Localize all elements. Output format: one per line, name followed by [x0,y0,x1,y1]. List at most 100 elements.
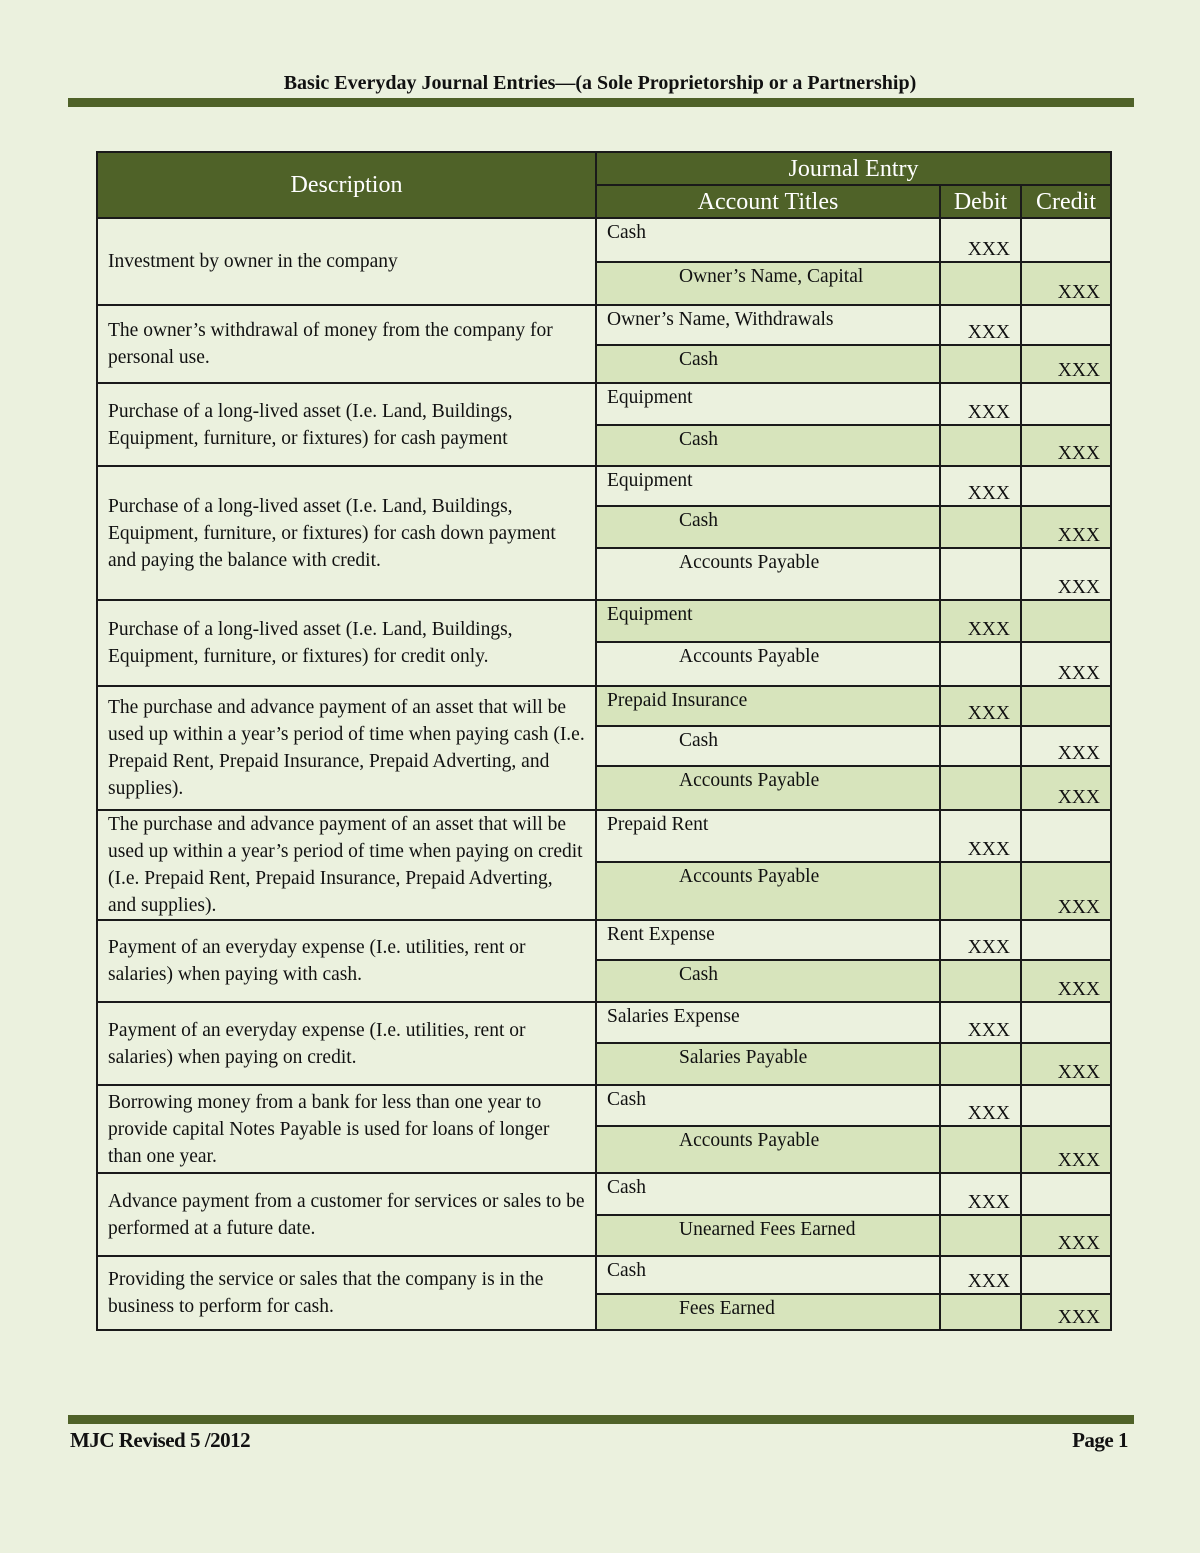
footer-divider [68,1415,1134,1424]
table-row: The owner’s withdrawal of money from the… [96,304,1112,384]
account-title: Prepaid Insurance [595,685,941,727]
debit-amount [939,861,1022,921]
debit-amount: XXX [939,919,1022,961]
credit-amount [1020,1255,1112,1295]
credit-amount: XXX [1020,765,1112,811]
table-row: Accounts Payable XXX [97,861,1112,921]
account-title: Cash [595,1172,941,1216]
debit-amount [939,1042,1022,1086]
credit-amount [1020,599,1112,643]
table-row: The purchase and advance payment of an a… [96,685,1112,811]
entry-description: Purchase of a long-lived asset (I.e. Lan… [96,382,597,467]
account-title: Equipment [595,599,941,643]
debit-amount: XXX [939,217,1022,263]
credit-amount [1020,809,1112,863]
table-row: Advance payment from a customer for serv… [96,1172,1112,1257]
credit-amount: XXX [1020,725,1112,767]
entry-description: Providing the service or sales that the … [96,1255,597,1331]
journal-entries-table: Description Journal Entry Account Titles… [96,151,1112,1331]
footer-revision: MJC Revised 5 /2012 [70,1428,251,1452]
account-title: Owner’s Name, Withdrawals [595,304,941,346]
account-title: Owner’s Name, Capital [595,261,941,306]
debit-amount [939,1125,1022,1174]
table-row: Fees Earned XXX [97,1293,1112,1331]
credit-amount: XXX [1020,861,1112,921]
credit-amount [1020,465,1112,507]
account-title: Cash [595,505,941,549]
debit-amount [939,1293,1022,1331]
entry-description: Advance payment from a customer for serv… [96,1172,597,1257]
account-title: Cash [595,217,941,263]
account-title: Equipment [595,465,941,507]
table-row: Salaries Payable XXX [97,1042,1112,1086]
entry-description: Payment of an everyday expense (I.e. uti… [96,919,597,1003]
debit-amount [939,547,1022,601]
debit-amount [939,424,1022,467]
column-header-description: Description [96,151,597,219]
entry-description: Borrowing money from a bank for less tha… [96,1084,597,1174]
table-row: Payment of an everyday expense (I.e. uti… [96,1001,1112,1086]
entry-description: Payment of an everyday expense (I.e. uti… [96,1001,597,1086]
table-row: Providing the service or sales that the … [96,1255,1112,1331]
account-title: Cash [595,344,941,384]
table-row: Cash XXX [97,505,1112,549]
table-row: The purchase and advance payment of an a… [96,809,1112,921]
debit-amount: XXX [939,685,1022,727]
table-row: Purchase of a long-lived asset (I.e. Lan… [96,599,1112,687]
table-row: Cash XXX [97,424,1112,467]
account-title: Accounts Payable [595,547,941,601]
table-row: Accounts Payable XXX [97,547,1112,601]
table-row: Cash XXX [97,344,1112,384]
table-row: Cash XXX [97,959,1112,1003]
credit-amount [1020,1084,1112,1127]
debit-amount [939,959,1022,1003]
table-row: Payment of an everyday expense (I.e. uti… [96,919,1112,1003]
entry-description: The purchase and advance payment of an a… [96,685,597,811]
credit-amount: XXX [1020,424,1112,467]
account-title: Unearned Fees Earned [595,1214,941,1257]
account-title: Fees Earned [595,1293,941,1331]
table-row: Cash XXX [97,725,1112,767]
credit-amount: XXX [1020,959,1112,1003]
entry-description: Purchase of a long-lived asset (I.e. Lan… [96,599,597,687]
account-title: Accounts Payable [595,765,941,811]
debit-amount [939,641,1022,687]
debit-amount [939,505,1022,549]
credit-amount: XXX [1020,1042,1112,1086]
credit-amount [1020,1001,1112,1044]
page-title: Basic Everyday Journal Entries—(a Sole P… [283,72,917,94]
table-row: Accounts Payable XXX [97,641,1112,687]
credit-amount [1020,1172,1112,1216]
table-body: Investment by owner in the company Cash XX… [96,217,1112,1331]
credit-amount [1020,382,1112,426]
entry-description: The owner’s withdrawal of money from the… [96,304,597,384]
debit-amount: XXX [939,1001,1022,1044]
credit-amount: XXX [1020,505,1112,549]
debit-amount [939,344,1022,384]
table-row: Accounts Payable XXX [97,765,1112,811]
debit-amount: XXX [939,1255,1022,1295]
table-row: Purchase of a long-lived asset (I.e. Lan… [96,465,1112,601]
account-title: Cash [595,725,941,767]
debit-amount: XXX [939,465,1022,507]
debit-amount [939,261,1022,306]
credit-amount: XXX [1020,344,1112,384]
credit-amount: XXX [1020,1214,1112,1257]
table-row: Purchase of a long-lived asset (I.e. Lan… [96,382,1112,467]
debit-amount: XXX [939,304,1022,346]
column-header-credit: Credit [1020,184,1112,219]
table-row: Unearned Fees Earned XXX [97,1214,1112,1257]
account-title: Equipment [595,382,941,426]
account-title: Salaries Payable [595,1042,941,1086]
table-row: Investment by owner in the company Cash XX… [96,217,1112,306]
account-title: Cash [595,959,941,1003]
column-header-account-titles: Account Titles [595,184,941,219]
debit-amount [939,1214,1022,1257]
account-title: Accounts Payable [595,1125,941,1174]
debit-amount [939,765,1022,811]
account-title: Cash [595,424,941,467]
credit-amount [1020,304,1112,346]
table-row: Owner’s Name, Capital XXX [97,261,1112,306]
account-title: Prepaid Rent [595,809,941,863]
debit-amount: XXX [939,1084,1022,1127]
